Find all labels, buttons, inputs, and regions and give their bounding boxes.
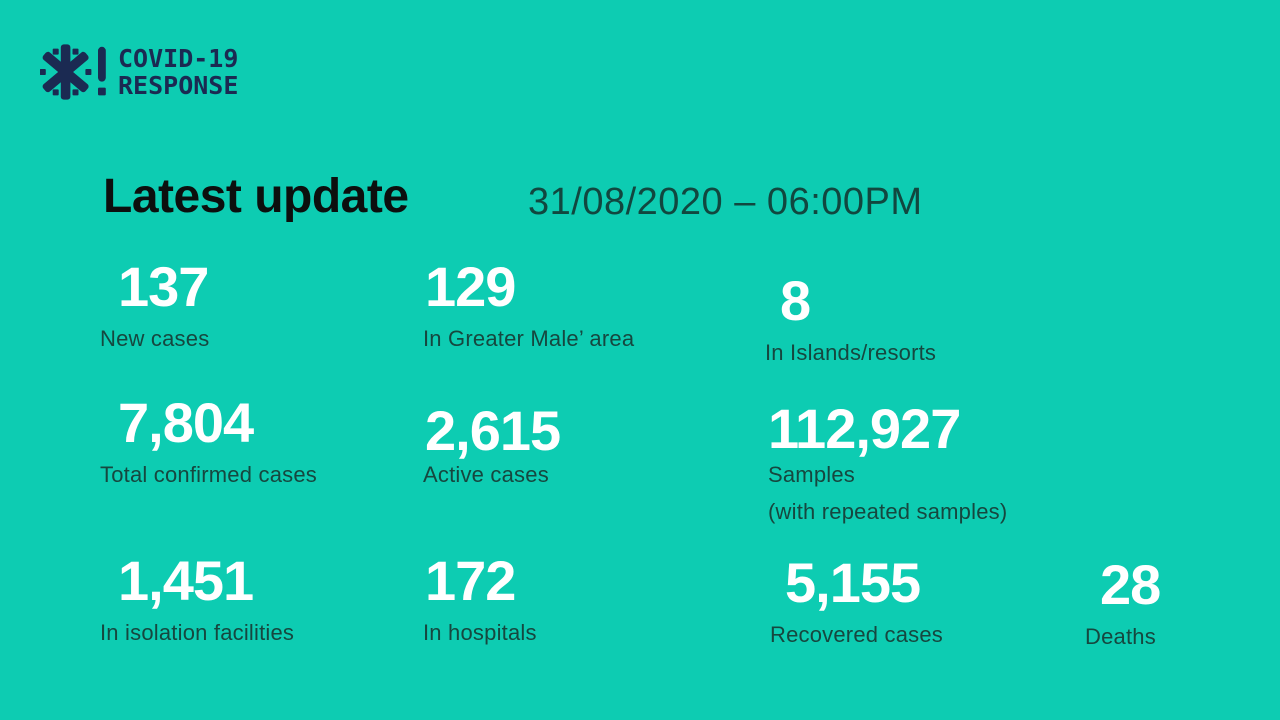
stat-isolation-facilities: 1,451 In isolation facilities — [100, 552, 294, 645]
logo-text: COVID-19 RESPONSE — [118, 42, 238, 99]
stat-isolation-facilities-value: 1,451 — [118, 549, 254, 612]
page-title: Latest update — [103, 170, 409, 223]
stat-recovered-cases-label: Recovered cases — [770, 622, 943, 648]
logo-line2: RESPONSE — [118, 71, 239, 100]
stat-total-confirmed: 7,804 Total confirmed cases — [100, 394, 317, 487]
update-datetime: 31/08/2020 – 06:00PM — [528, 181, 923, 223]
stat-greater-male-area-value: 129 — [425, 255, 516, 318]
stat-new-cases-value: 137 — [118, 255, 209, 318]
stat-islands-resorts-label: In Islands/resorts — [765, 340, 937, 366]
stat-samples-label: Samples — [768, 462, 855, 488]
stat-new-cases: 137 New cases — [100, 258, 209, 351]
stat-recovered-cases-value: 5,155 — [785, 551, 921, 614]
stat-samples: 112,927 Samples (with repeated samples) — [768, 400, 1007, 524]
logo: COVID-19 RESPONSE — [40, 42, 238, 102]
stat-recovered-cases: 5,155 Recovered cases — [770, 554, 943, 647]
logo-line1: COVID-19 — [118, 44, 239, 73]
stat-active-cases-value: 2,615 — [425, 399, 561, 462]
stat-deaths: 28 Deaths — [1085, 553, 1161, 650]
stat-hospitals-value: 172 — [425, 549, 516, 612]
snowflake-exclamation-icon — [40, 44, 106, 100]
stat-total-confirmed-value: 7,804 — [118, 391, 254, 454]
stat-new-cases-label: New cases — [100, 326, 210, 352]
stat-greater-male-area-label: In Greater Male’ area — [423, 326, 635, 352]
stat-islands-resorts: 8 In Islands/resorts — [765, 272, 936, 365]
stat-greater-male-area: 129 In Greater Male’ area — [423, 258, 634, 351]
stat-hospitals: 172 In hospitals — [423, 552, 537, 645]
stat-islands-resorts-value: 8 — [780, 269, 811, 332]
stat-deaths-label: Deaths — [1085, 624, 1156, 650]
stat-hospitals-label: In hospitals — [423, 620, 537, 646]
stat-isolation-facilities-label: In isolation facilities — [100, 620, 295, 646]
stat-samples-sublabel: (with repeated samples) — [768, 499, 1008, 525]
stat-deaths-value: 28 — [1100, 553, 1161, 616]
stat-active-cases: 2,615 Active cases — [423, 399, 561, 488]
stat-active-cases-label: Active cases — [423, 462, 549, 488]
stat-samples-value: 112,927 — [768, 397, 961, 460]
stat-total-confirmed-label: Total confirmed cases — [100, 462, 317, 488]
